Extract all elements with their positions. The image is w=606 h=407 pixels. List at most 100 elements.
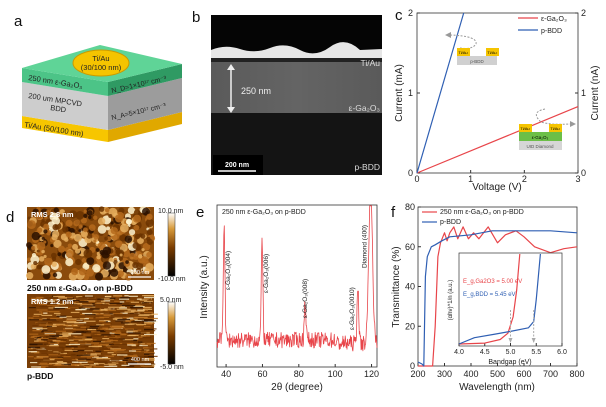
ga2o3-region	[211, 60, 382, 113]
afm-streak	[119, 334, 127, 336]
afm-streak	[89, 327, 98, 329]
afm-streak	[31, 336, 42, 338]
afm-streak	[128, 295, 138, 297]
afm-streak	[115, 343, 128, 346]
afm-streak	[132, 322, 145, 324]
x-axis-label: 2θ (degree)	[271, 382, 323, 393]
contact-right	[486, 48, 499, 56]
afm-grain	[98, 206, 105, 212]
afm-streak	[110, 359, 120, 361]
afm-streak	[50, 343, 59, 346]
afm-grain	[88, 215, 92, 220]
panel-a-device-schematic: a Ti/Au (30/100 nm) 250 nm ε-Ga₂O₃ N_D=1…	[14, 13, 182, 142]
afm-streak	[48, 354, 59, 356]
afm-streak	[42, 302, 54, 304]
afm-streak	[86, 357, 92, 359]
afm-grain	[146, 251, 153, 258]
afm-streak	[87, 317, 94, 319]
afm-streak	[126, 318, 138, 320]
afm-streak	[144, 309, 149, 311]
x-tick-label: 120	[364, 369, 379, 379]
afm-streak	[106, 337, 114, 339]
afm-streak	[63, 321, 77, 323]
afm-streak	[79, 344, 92, 346]
y-tick-label: 0	[408, 168, 413, 178]
afm-streak	[89, 347, 95, 349]
afm-streak	[82, 312, 93, 315]
afm-grain	[44, 215, 48, 219]
afm-grain	[119, 253, 123, 257]
inset-line-ga2o3	[458, 253, 521, 345]
x-tick-label: 800	[569, 369, 584, 379]
top-contact-thickness: (30/100 nm)	[81, 63, 122, 72]
afm-streak	[75, 308, 86, 311]
afm-grain	[30, 255, 40, 265]
afm-streak	[144, 320, 157, 322]
afm-streak	[142, 344, 152, 346]
peak-label: ε-Ga₂O₃(008)	[302, 279, 309, 318]
afm-grain	[124, 235, 133, 244]
afm-streak	[144, 326, 151, 328]
afm-streak	[73, 328, 87, 330]
afm-grain	[140, 233, 146, 239]
afm-streak	[28, 346, 40, 348]
afm-streak	[56, 340, 67, 342]
afm-grain	[83, 249, 93, 258]
afm-streak	[32, 300, 42, 302]
afm-grain	[51, 261, 57, 267]
afm-streak	[126, 357, 132, 359]
afm-grain	[73, 220, 80, 227]
afm-grain	[88, 224, 96, 232]
afm-streak	[78, 296, 86, 299]
afm-streak	[77, 349, 85, 352]
afm-grain	[30, 263, 37, 270]
afm-streak	[115, 361, 121, 363]
panel-label-d: d	[6, 209, 14, 226]
afm-streak	[81, 305, 96, 307]
afm-streak	[144, 321, 158, 323]
afm-streak	[46, 311, 60, 313]
afm-streak	[56, 360, 64, 363]
afm-streak	[51, 299, 62, 301]
afm-streak	[85, 317, 91, 319]
panel-f-transmittance-chart: f Wavelength (nm) Transmittance (%) 200 3…	[391, 202, 585, 393]
afm-streak	[83, 334, 97, 336]
afm-streak	[99, 347, 108, 349]
afm-streak	[74, 322, 87, 324]
afm-grain	[141, 248, 145, 252]
afm-streak	[72, 327, 86, 329]
afm-streak	[144, 297, 151, 300]
scale-label-1: 200 nm	[131, 270, 150, 276]
afm-streak	[88, 331, 101, 333]
afm-streak	[55, 330, 67, 332]
scale-bar-label: 200 nm	[225, 162, 249, 169]
afm-streak	[144, 359, 155, 361]
afm-streak	[49, 299, 56, 301]
afm-grain	[52, 272, 58, 278]
afm-grain	[78, 224, 83, 229]
afm-streak	[41, 352, 48, 354]
afm-grain	[141, 207, 151, 216]
afm-grain	[104, 236, 108, 241]
colorbar-2-min: -5.0 nm	[160, 364, 184, 371]
afm-grain	[27, 220, 36, 230]
afm-streak	[71, 364, 78, 366]
afm-streak	[56, 324, 69, 326]
afm-streak	[56, 314, 61, 316]
afm-streak	[90, 334, 98, 336]
afm-streak	[130, 364, 140, 366]
bdd-front	[22, 82, 108, 130]
afm-streak	[96, 324, 105, 326]
afm-streak	[52, 340, 61, 342]
afm-streak	[37, 337, 49, 340]
y-axis-label-left: Current (mA)	[394, 64, 405, 122]
afm-grain	[58, 245, 66, 253]
afm-streak	[138, 314, 150, 316]
y-tick-label: 80	[405, 202, 415, 212]
afm-streak	[46, 325, 53, 327]
afm-streak	[98, 321, 106, 323]
afm-streak	[108, 336, 121, 338]
panel-label-e: e	[196, 204, 204, 221]
afm-grain	[41, 249, 45, 254]
arrow-head	[531, 338, 536, 343]
